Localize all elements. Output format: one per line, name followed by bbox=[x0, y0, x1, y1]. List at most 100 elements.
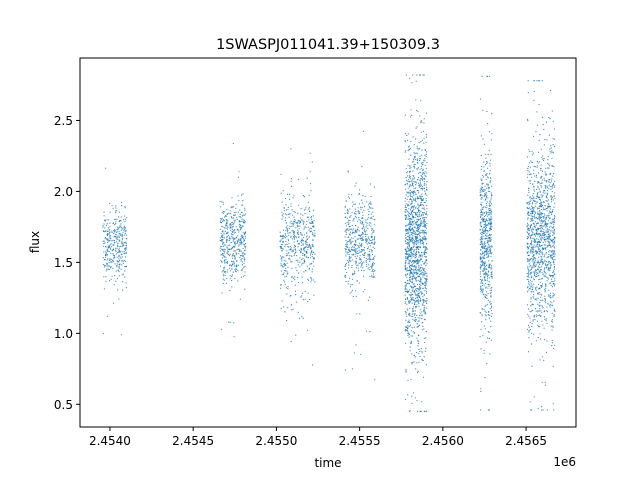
data-point bbox=[280, 284, 282, 286]
data-point bbox=[483, 352, 485, 354]
data-point bbox=[485, 264, 488, 266]
data-point bbox=[295, 294, 297, 296]
data-point bbox=[291, 214, 293, 216]
data-point bbox=[103, 266, 105, 268]
data-point bbox=[539, 211, 541, 213]
data-point bbox=[305, 243, 307, 245]
data-point bbox=[406, 288, 408, 290]
data-point bbox=[285, 234, 287, 236]
data-point bbox=[531, 291, 533, 293]
data-point bbox=[536, 268, 539, 270]
data-point bbox=[235, 238, 237, 240]
data-point bbox=[545, 238, 547, 240]
data-point bbox=[414, 294, 416, 296]
data-point bbox=[352, 295, 354, 298]
data-point bbox=[224, 259, 226, 261]
data-point bbox=[546, 306, 548, 308]
data-point bbox=[368, 267, 370, 269]
data-point bbox=[365, 219, 367, 221]
data-point bbox=[541, 170, 544, 172]
data-point bbox=[227, 271, 229, 273]
data-point bbox=[372, 273, 374, 275]
data-point bbox=[531, 365, 533, 367]
data-point bbox=[530, 224, 532, 226]
data-point bbox=[417, 176, 420, 179]
data-point bbox=[418, 283, 421, 285]
data-point bbox=[528, 229, 530, 232]
data-point bbox=[283, 281, 285, 283]
data-point bbox=[420, 215, 422, 217]
data-point bbox=[529, 180, 532, 182]
data-point bbox=[544, 299, 547, 301]
data-point bbox=[421, 261, 423, 263]
data-point bbox=[408, 237, 410, 239]
data-point bbox=[347, 224, 349, 226]
data-point bbox=[242, 243, 244, 245]
data-point bbox=[285, 226, 287, 228]
data-point bbox=[548, 244, 550, 246]
data-point bbox=[222, 211, 225, 213]
data-point bbox=[359, 244, 361, 246]
data-point bbox=[115, 223, 117, 225]
data-point bbox=[280, 265, 282, 267]
data-point bbox=[414, 153, 416, 155]
data-point bbox=[406, 251, 408, 253]
data-point bbox=[349, 239, 351, 241]
data-point bbox=[421, 139, 424, 141]
data-point bbox=[109, 222, 111, 224]
data-point bbox=[541, 205, 544, 207]
data-point bbox=[483, 244, 485, 246]
data-point bbox=[481, 179, 483, 181]
data-point bbox=[553, 268, 556, 270]
data-point bbox=[290, 203, 292, 205]
data-point bbox=[539, 278, 541, 280]
data-point bbox=[529, 214, 531, 216]
data-point bbox=[363, 247, 366, 249]
data-point bbox=[418, 252, 420, 254]
data-point bbox=[552, 249, 554, 251]
data-point bbox=[106, 249, 108, 251]
data-point bbox=[426, 247, 428, 249]
data-point bbox=[484, 314, 486, 316]
data-point bbox=[117, 261, 119, 263]
data-point bbox=[297, 233, 299, 235]
data-point bbox=[415, 250, 417, 252]
data-point bbox=[291, 261, 293, 263]
data-point bbox=[487, 161, 489, 163]
data-point bbox=[117, 269, 119, 271]
data-point bbox=[240, 260, 242, 262]
data-point bbox=[426, 290, 428, 292]
data-point bbox=[533, 279, 536, 281]
data-point bbox=[362, 195, 364, 197]
data-point bbox=[544, 259, 546, 261]
data-point bbox=[481, 204, 483, 206]
data-point bbox=[480, 209, 482, 211]
data-point bbox=[310, 227, 312, 230]
data-point bbox=[364, 195, 366, 197]
data-point bbox=[489, 300, 491, 302]
data-point bbox=[405, 150, 407, 152]
data-point bbox=[404, 197, 406, 199]
data-point bbox=[368, 213, 370, 216]
data-point bbox=[409, 77, 411, 79]
data-point bbox=[480, 203, 482, 205]
data-point bbox=[123, 260, 125, 262]
data-point bbox=[531, 257, 533, 260]
data-point bbox=[305, 246, 307, 248]
data-point bbox=[419, 241, 421, 243]
data-point bbox=[425, 251, 427, 253]
data-point bbox=[287, 208, 289, 211]
data-point bbox=[418, 269, 421, 271]
data-point bbox=[552, 276, 554, 278]
data-point bbox=[489, 159, 492, 161]
data-point bbox=[542, 236, 544, 238]
data-point bbox=[236, 218, 238, 220]
data-point bbox=[121, 241, 123, 244]
data-point bbox=[532, 212, 534, 214]
data-point bbox=[532, 193, 535, 195]
data-point bbox=[411, 277, 413, 280]
data-point bbox=[409, 215, 411, 217]
data-point bbox=[413, 211, 415, 214]
data-point bbox=[423, 212, 425, 214]
data-point bbox=[479, 253, 481, 255]
